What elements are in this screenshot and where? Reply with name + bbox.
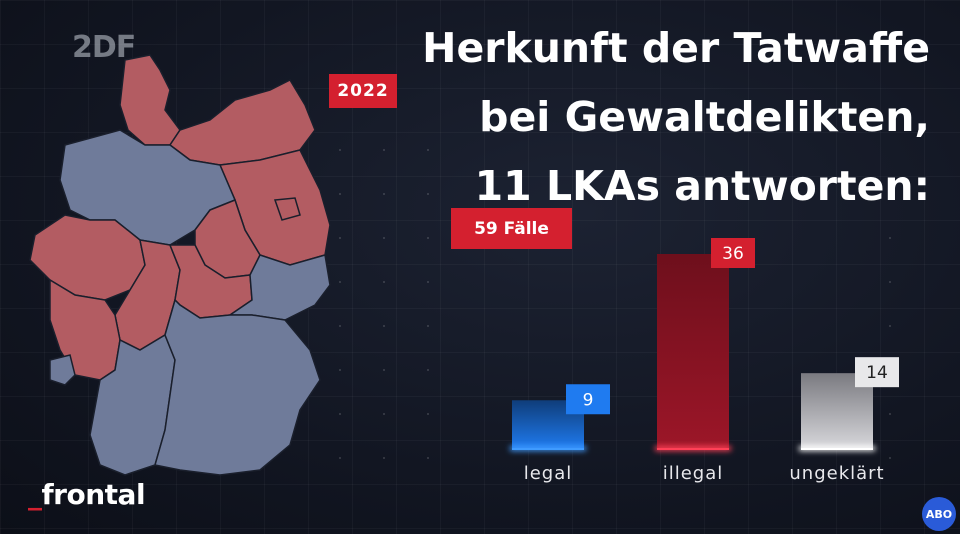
subscribe-badge[interactable]: ABO [922, 497, 956, 531]
bar-baseline-illegal [657, 448, 729, 450]
map-region-bayern [154, 298, 321, 476]
value-badge-legal [566, 384, 610, 415]
map-region-saarland [49, 354, 76, 386]
data-label-ungeklärt: 14 [866, 363, 888, 383]
category-label-ungeklärt: ungeklärt [789, 463, 884, 484]
map-region-sachsen [227, 254, 331, 321]
bar-illegal [657, 254, 729, 449]
chart-title: Herkunft der Tatwaffe bei Gewaltdelikten… [422, 14, 930, 221]
category-label-illegal: illegal [663, 463, 724, 484]
title-line-1: Herkunft der Tatwaffe [422, 24, 930, 72]
data-label-illegal: 36 [722, 244, 744, 264]
bar-baseline-legal [512, 448, 584, 450]
category-label-legal: legal [524, 463, 573, 484]
frontal-logo: _frontal [28, 478, 146, 511]
title-line-2: bei Gewaltdelikten, [479, 93, 930, 141]
bar-baseline-ungeklärt [801, 448, 873, 450]
germany-map [29, 54, 331, 476]
map-region-berlin [273, 197, 301, 221]
value-badge-ungeklärt [855, 357, 899, 388]
value-badge-illegal [711, 238, 755, 268]
year-badge: 2022 [329, 74, 397, 108]
total-cases-badge: 59 Fälle [451, 208, 572, 249]
data-label-legal: 9 [583, 390, 594, 410]
title-line-3: 11 LKAs antworten: [474, 162, 930, 210]
